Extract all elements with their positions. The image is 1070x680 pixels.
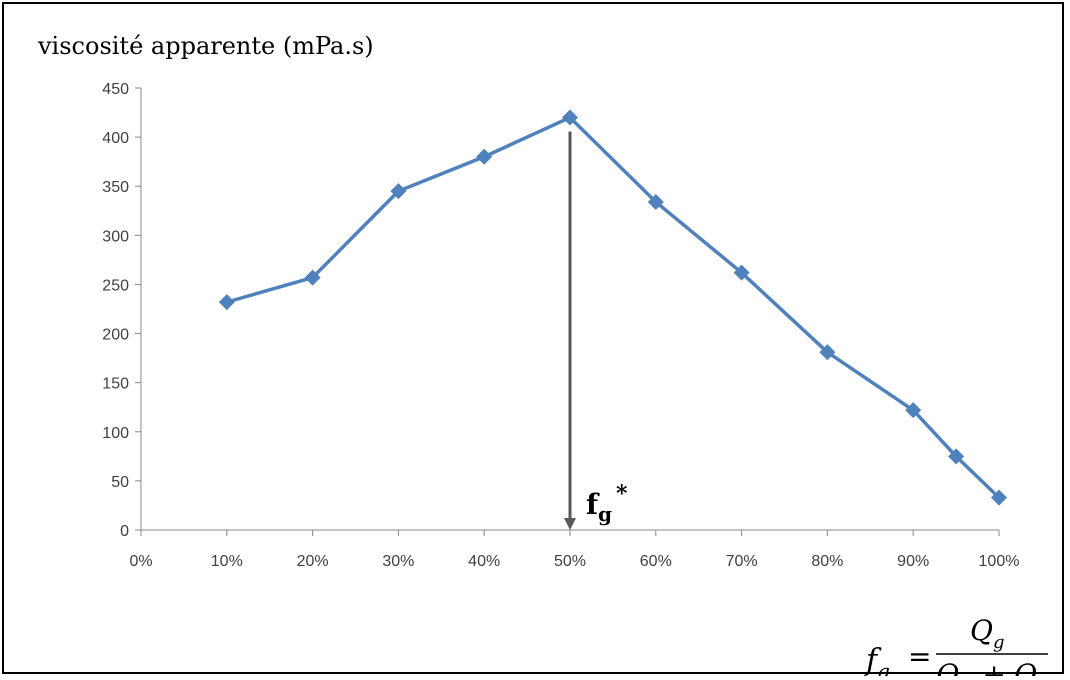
formula-den-a-main: Q: [936, 658, 959, 676]
fg-formula: fg = Qg Qw+Qg: [864, 614, 1048, 676]
data-point: [562, 109, 578, 126]
x-tick-label: 30%: [382, 553, 414, 570]
formula-den-plus: +: [982, 658, 1005, 676]
y-tick-label: 350: [102, 179, 129, 196]
formula-lhs-sub: g: [877, 659, 890, 676]
fg-star-main: f: [586, 488, 600, 521]
data-point: [991, 489, 1007, 506]
formula-equals: =: [908, 640, 931, 673]
x-tick-label: 20%: [297, 553, 329, 570]
x-tick-label: 60%: [640, 553, 672, 570]
formula-lhs: fg: [864, 643, 890, 676]
fg-star-annotation: fg*: [564, 131, 628, 530]
series-group: [218, 109, 1007, 506]
x-tick-label: 0%: [129, 553, 152, 570]
data-point: [476, 148, 493, 165]
data-point: [218, 294, 235, 311]
y-axis-ticks: 0 50 100 150 200 250 300 350 400 450: [102, 81, 141, 540]
x-tick-label: 70%: [726, 553, 758, 570]
y-axis-title: viscosité apparente (mPa.s): [37, 32, 374, 60]
y-tick-label: 200: [102, 327, 129, 344]
y-tick-label: 300: [102, 228, 129, 245]
x-tick-label: 50%: [554, 553, 586, 570]
data-point: [948, 448, 965, 465]
fg-star-sup: *: [616, 481, 628, 507]
formula-numerator: Qg: [970, 614, 1005, 653]
x-tick-label: 40%: [468, 553, 500, 570]
fg-star-label: fg*: [586, 481, 628, 526]
data-point: [733, 264, 750, 281]
formula-num-main: Q: [970, 614, 993, 647]
y-tick-label: 50: [111, 474, 129, 491]
y-tick-label: 100: [102, 425, 129, 442]
fg-star-arrow-head: [564, 518, 576, 530]
formula-den-b-main: Q: [1014, 658, 1037, 676]
data-point: [304, 269, 321, 286]
data-point: [390, 183, 407, 200]
fg-star-sub: g: [598, 502, 612, 526]
data-point: [819, 344, 836, 361]
y-tick-label: 150: [102, 376, 129, 393]
formula-num-sub: g: [993, 632, 1005, 653]
y-tick-label: 400: [102, 130, 129, 147]
x-tick-label: 10%: [211, 553, 243, 570]
line-chart: viscosité apparente (mPa.s) 0 50 100 150 200…: [37, 32, 1048, 676]
series-line: [226, 115, 1001, 499]
data-point: [647, 193, 664, 210]
x-axis-ticks: 0% 10% 20% 30% 40% 50% 60% 70% 80% 90% 100%: [129, 530, 1019, 570]
y-tick-label: 450: [102, 81, 129, 98]
x-tick-label: 90%: [897, 553, 929, 570]
formula-denominator: Qw+Qg: [936, 658, 1048, 676]
x-tick-label: 100%: [979, 553, 1020, 570]
x-tick-label: 80%: [811, 553, 843, 570]
y-tick-label: 0: [120, 523, 129, 540]
y-tick-label: 250: [102, 277, 129, 294]
data-point: [905, 402, 922, 419]
